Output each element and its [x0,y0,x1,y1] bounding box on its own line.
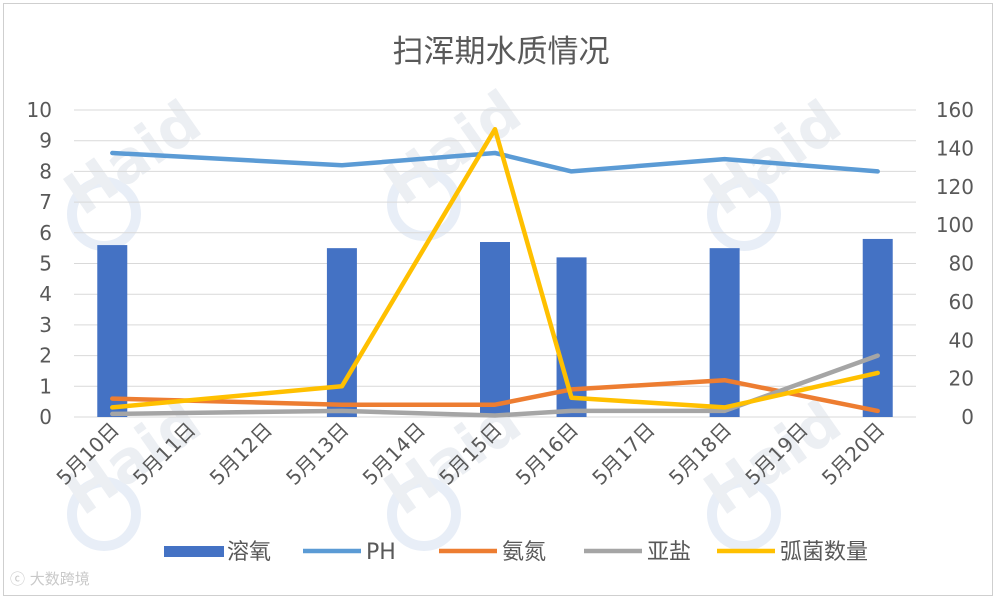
left-axis-ticks: 0 1 2 3 4 5 6 7 8 9 10 [27,98,52,429]
left-tick-label: 2 [39,344,52,368]
bar-溶氧-5月13日 [326,248,357,417]
left-tick-label: 7 [39,190,52,214]
left-tick-label: 6 [39,221,52,245]
chart-title: 扫浑期水质情况 [393,34,610,70]
corner-watermark-icon: ⓒ [10,570,26,588]
right-tick-label: 120 [936,175,974,199]
left-tick-label: 9 [39,129,52,153]
right-tick-label: 60 [949,290,974,314]
legend-label-溶氧: 溶氧 [227,540,271,565]
right-axis-ticks: 0 20 40 60 80 100 120 140 160 [936,98,974,429]
line-series [110,126,880,418]
legend-label-氨氮: 氨氮 [502,540,546,565]
legend-label-亚盐: 亚盐 [647,540,691,565]
legend-swatch-溶氧 [164,546,224,557]
right-tick-label: 40 [949,328,974,352]
bar-溶氧-5月10日 [97,245,128,417]
left-tick-label: 10 [27,98,52,122]
watermark-logo-ring [387,167,461,241]
left-tick-label: 5 [39,252,52,276]
right-tick-label: 80 [949,252,974,276]
bar-溶氧-5月18日 [709,248,740,417]
left-tick-label: 3 [39,313,52,337]
watermark-logo-ring [707,477,781,551]
bar-溶氧-5月15日 [480,242,510,417]
right-tick-label: 20 [949,367,974,391]
line-PH [110,150,880,174]
x-tick-label: 5月13日 [281,418,353,490]
line-弧菌数量 [110,126,880,410]
legend-label-弧菌数量: 弧菌数量 [780,540,868,565]
x-tick-label: 5月17日 [587,418,659,490]
legend: 溶氧 PH 氨氮 亚盐 弧菌数量 [164,540,868,565]
right-tick-label: 100 [936,213,974,237]
watermark-logo-ring [707,177,781,251]
watermark-logo-ring [387,477,461,551]
corner-watermark-text: 大数跨境 [29,570,90,588]
right-tick-label: 160 [936,98,974,122]
left-tick-label: 0 [39,405,52,429]
legend-label-PH: PH [366,540,396,565]
left-tick-label: 8 [39,159,52,183]
left-tick-label: 4 [39,282,52,306]
watermark-logo-ring [67,477,141,551]
corner-watermark: ⓒ 大数跨境 [10,568,90,589]
right-tick-label: 0 [961,405,974,429]
right-tick-label: 140 [936,136,974,160]
left-tick-label: 1 [39,374,52,398]
x-tick-label: 5月12日 [205,418,277,490]
line-氨氮 [110,377,880,414]
bar-溶氧-5月20日 [862,238,893,417]
